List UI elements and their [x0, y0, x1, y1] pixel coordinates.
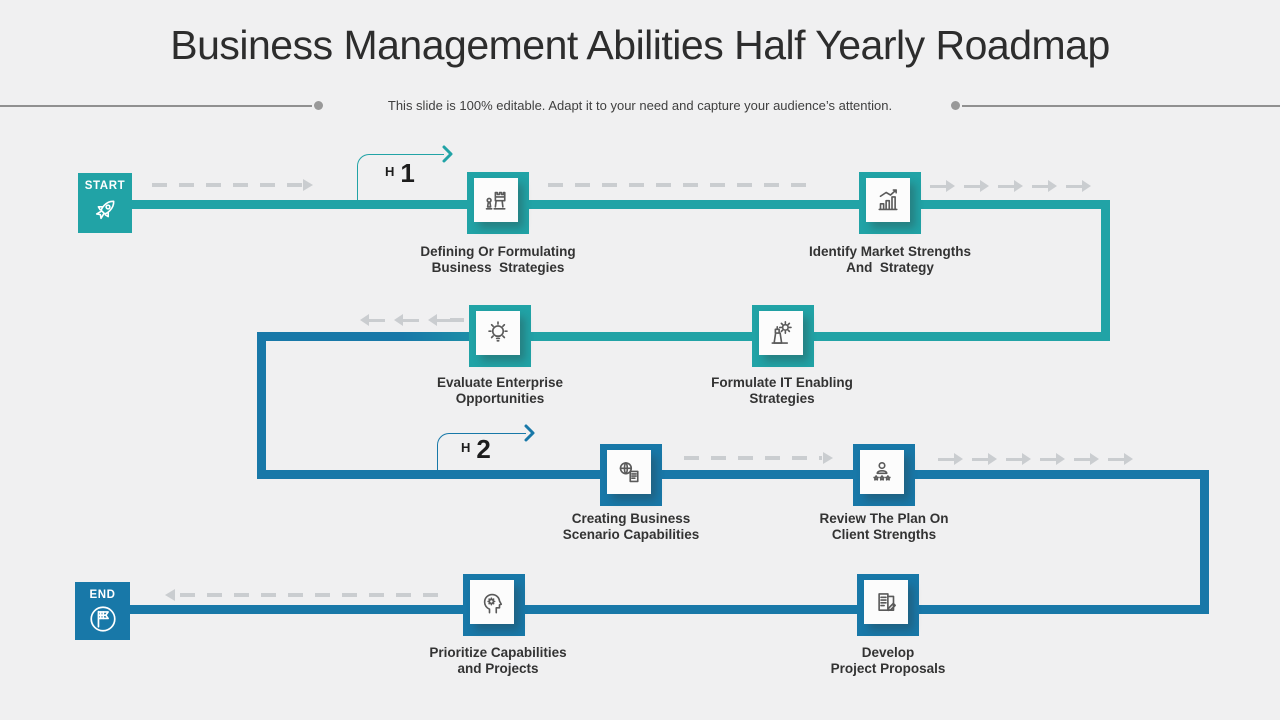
chess-strategy-icon: [485, 191, 506, 210]
dash-arrowhead-row3: [823, 452, 833, 464]
milestone-tile: [759, 311, 803, 355]
milestone-evaluate-opportunities: [469, 305, 531, 367]
arrow-group-row3-right: [938, 453, 1142, 465]
path-row2: [257, 332, 1110, 341]
milestone-label-identify-market: Identify Market Strengths And Strategy: [808, 244, 972, 275]
milestone-identify-market: [859, 172, 921, 234]
dash-track-row1-left: [152, 183, 302, 187]
finish-flag-icon: [89, 606, 116, 632]
milestone-develop-proposals: [857, 574, 919, 636]
dash-arrowhead-row1: [303, 179, 313, 191]
path-row4: [130, 605, 1209, 614]
idea-bulb-icon: [488, 321, 508, 342]
slide-subtitle: This slide is 100% editable. Adapt it to…: [387, 98, 893, 113]
divider-dot-left: [314, 101, 323, 110]
phase1-arrow-icon: [441, 144, 455, 169]
path-down-right2: [1200, 470, 1209, 614]
end-badge: END: [75, 582, 130, 640]
dash-track-row3-mid: [684, 456, 822, 460]
dash-arrowhead-row4: [165, 589, 175, 601]
arrow-group-row1-right: [930, 180, 1100, 192]
it-enablement-gear-icon: [771, 320, 792, 344]
milestone-label-it-enabling: Formulate IT Enabling Strategies: [711, 375, 853, 406]
milestone-tile: [866, 178, 910, 222]
milestone-review-plan: [853, 444, 915, 506]
page-title: Business Management Abilities Half Yearl…: [170, 22, 1110, 68]
path-down-left: [257, 332, 266, 479]
dash-track-row2: [450, 318, 464, 322]
milestone-tile: [474, 178, 518, 222]
milestone-defining-strategies: [467, 172, 529, 234]
rocket-icon: [95, 200, 115, 220]
milestone-label-prioritize-capabilities: Prioritize Capabilities and Projects: [429, 645, 567, 676]
milestone-label-business-scenario: Creating Business Scenario Capabilities: [562, 511, 700, 542]
milestone-label-develop-proposals: Develop Project Proposals: [830, 645, 946, 676]
phase2-arrow-icon: [523, 423, 537, 448]
milestone-business-scenario: [600, 444, 662, 506]
milestone-label-evaluate-opportunities: Evaluate Enterprise Opportunities: [436, 375, 564, 406]
milestone-prioritize-capabilities: [463, 574, 525, 636]
start-badge: START: [78, 173, 132, 233]
divider-dot-right: [951, 101, 960, 110]
phase1-bracket: [357, 154, 444, 201]
milestone-tile: [864, 580, 908, 624]
project-proposal-icon: [878, 593, 896, 612]
market-analysis-icon: [878, 189, 898, 211]
divider-line-right: [962, 105, 1280, 107]
milestone-label-review-plan: Review The Plan On Client Strengths: [819, 511, 949, 542]
dash-track-row1-mid: [548, 183, 818, 187]
phase2-bracket: [437, 433, 526, 471]
path-row3: [257, 470, 1209, 479]
client-review-icon: [873, 461, 891, 481]
milestone-tile: [607, 450, 651, 494]
milestone-tile: [470, 580, 514, 624]
milestone-tile: [476, 311, 520, 355]
prioritize-mind-icon: [483, 593, 503, 614]
dash-track-row4: [180, 593, 438, 597]
milestone-label-defining-strategies: Defining Or Formulating Business Strateg…: [420, 244, 576, 275]
milestone-tile: [860, 450, 904, 494]
path-down-right1: [1101, 200, 1110, 341]
arrow-group-row2-left: [360, 314, 462, 326]
divider-line-left: [0, 105, 312, 107]
path-row1: [130, 200, 1110, 209]
business-scenario-icon: [619, 462, 639, 483]
milestone-it-enabling: [752, 305, 814, 367]
